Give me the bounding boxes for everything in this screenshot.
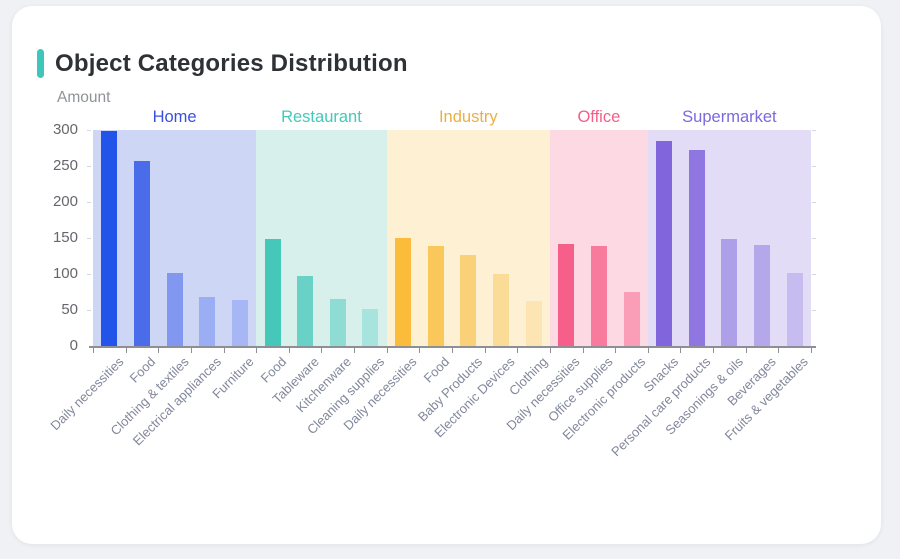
x-axis-tick: [745, 347, 747, 353]
y-axis-right-tick: [812, 202, 816, 203]
title-accent-bar: [37, 49, 44, 78]
y-axis-name: Amount: [57, 89, 111, 106]
bar[interactable]: [199, 297, 216, 346]
y-axis-tick-label: 150: [52, 229, 78, 246]
x-axis-tick: [354, 347, 356, 353]
x-axis-tick: [582, 347, 584, 353]
x-axis-tick: [158, 347, 160, 353]
bar[interactable]: [656, 140, 673, 346]
bar[interactable]: [329, 299, 346, 346]
legend-group-label-office: Office: [577, 108, 621, 126]
bar[interactable]: [754, 245, 771, 346]
x-axis-tick: [517, 347, 519, 353]
x-axis-tick: [778, 347, 780, 353]
legend-group-label-supermarket: Supermarket: [682, 108, 777, 126]
bar[interactable]: [688, 150, 705, 346]
x-axis-tick: [93, 347, 94, 353]
bar[interactable]: [133, 160, 150, 346]
legend-group-label-restaurant: Restaurant: [281, 108, 362, 126]
bar[interactable]: [395, 238, 412, 346]
bar[interactable]: [362, 309, 379, 346]
y-axis-right-tick: [812, 166, 816, 167]
bar[interactable]: [297, 276, 314, 346]
x-axis-tick: [615, 347, 617, 353]
x-axis-tick: [386, 347, 388, 353]
y-axis-left-tick: [87, 130, 91, 131]
x-axis-tick: [647, 347, 649, 353]
y-axis-left-tick: [87, 274, 91, 275]
bar[interactable]: [590, 245, 607, 346]
y-axis-tick-label: 200: [52, 193, 78, 210]
x-axis-tick: [288, 347, 290, 353]
bar[interactable]: [460, 254, 477, 346]
legend-group-label-industry: Industry: [438, 108, 498, 126]
x-axis-line: [89, 346, 816, 348]
x-axis-tick: [223, 347, 225, 353]
y-axis-right-tick: [812, 274, 816, 275]
bar[interactable]: [786, 273, 803, 346]
y-axis-left-tick: [87, 238, 91, 239]
x-axis-tick: [190, 347, 192, 353]
x-axis-tick: [256, 347, 258, 353]
legend-group-label-home: Home: [152, 108, 197, 126]
chart-header: Object Categories Distribution: [37, 49, 408, 78]
y-axis-tick-label: 50: [61, 301, 78, 318]
y-axis-right-tick: [812, 310, 816, 311]
y-axis-left-tick: [87, 166, 91, 167]
bar[interactable]: [492, 274, 509, 346]
bar[interactable]: [166, 272, 183, 346]
x-axis-tick: [713, 347, 715, 353]
x-axis-tick: [125, 347, 127, 353]
x-axis-tick: [321, 347, 323, 353]
y-axis-right-tick: [812, 238, 816, 239]
page-title: Object Categories Distribution: [55, 49, 408, 77]
bar[interactable]: [525, 300, 542, 346]
y-axis-tick-label: 100: [52, 265, 78, 282]
y-axis-left-tick: [87, 310, 91, 311]
y-axis-tick-label: 300: [52, 121, 78, 138]
bar[interactable]: [623, 292, 640, 346]
x-axis-tick: [452, 347, 453, 353]
x-axis-tick: [680, 347, 682, 353]
x-axis-tick: [484, 347, 486, 353]
bar[interactable]: [427, 245, 444, 346]
x-axis-tick: [811, 347, 812, 353]
x-axis-tick: [549, 347, 551, 353]
y-axis-tick-label: 250: [52, 157, 78, 174]
y-axis-left-tick: [87, 202, 91, 203]
bar[interactable]: [558, 243, 575, 346]
y-axis-right-tick: [812, 130, 816, 131]
y-axis-tick-label: 0: [69, 337, 78, 354]
bar[interactable]: [101, 131, 118, 346]
x-axis-tick: [419, 347, 421, 353]
bar[interactable]: [231, 299, 248, 346]
bar[interactable]: [264, 239, 281, 346]
bar[interactable]: [721, 239, 738, 346]
